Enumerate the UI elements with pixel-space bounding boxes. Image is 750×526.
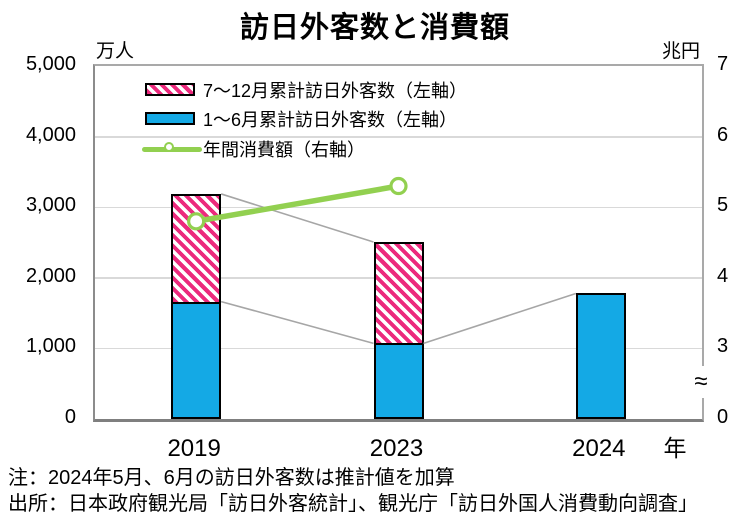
bar-h1-2023 [373, 343, 424, 419]
left-axis-tick-label: 3,000 [25, 194, 76, 217]
series-connector-line [220, 300, 374, 345]
left-axis-tick-label: 2,000 [25, 264, 76, 287]
series-connector-line [423, 292, 577, 345]
right-axis-tick-label: 6 [717, 123, 729, 146]
right-axis-unit-label: 兆円 [661, 41, 700, 62]
right-axis-break [695, 366, 707, 398]
left-axis-tick-label: 0 [64, 406, 76, 428]
series-connector-line [220, 193, 374, 243]
bar-h2-2023 [373, 242, 424, 346]
right-axis-tick-label: 3 [717, 335, 729, 358]
chart-title: 訪日外客数と消費額 [239, 12, 510, 44]
left-axis-tick-label: 1,000 [25, 335, 76, 358]
bar-h1-2024 [575, 293, 626, 419]
consumption-marker [389, 176, 408, 196]
right-axis-tick-label: 5 [717, 194, 729, 217]
left-axis-unit-label: 万人 [96, 41, 135, 62]
legend-label: 年間消費額（右軸） [203, 140, 365, 160]
pink-hatched-swatch [145, 83, 195, 96]
left-axis-tick-label: 5,000 [25, 53, 76, 75]
consumption-line [193, 183, 402, 225]
legend-label: 1〜6月累計訪日外客数（左軸） [203, 110, 458, 130]
footnote: 注：2024年5月、6月の訪日外客数は推計値を加算 [8, 467, 455, 489]
bar-h2-2019 [171, 193, 222, 304]
x-axis-unit-label: 年 [663, 435, 687, 461]
left-axis-tick-label: 4,000 [25, 123, 76, 146]
blue-swatch [145, 112, 195, 125]
x-axis-tick-label: 2023 [369, 435, 424, 462]
x-axis-tick-label: 2019 [167, 435, 221, 462]
line-marker-icon [164, 142, 174, 152]
right-axis-tick-label: 7 [717, 53, 729, 75]
gridline [95, 136, 702, 138]
x-axis-tick-label: 2024 [572, 435, 626, 462]
source-note: 出所：日本政府観光局「訪日外客統計」、観光庁「訪日外国人消費動向調査」 [8, 493, 698, 515]
right-axis-break-symbol: ≈ [694, 368, 708, 395]
bar-h1-2019 [171, 301, 222, 419]
legend-label: 7〜12月累計訪日外客数（左軸） [203, 81, 468, 101]
right-axis-tick-label: 4 [717, 264, 729, 287]
right-axis-zero-label: 0 [717, 406, 729, 428]
